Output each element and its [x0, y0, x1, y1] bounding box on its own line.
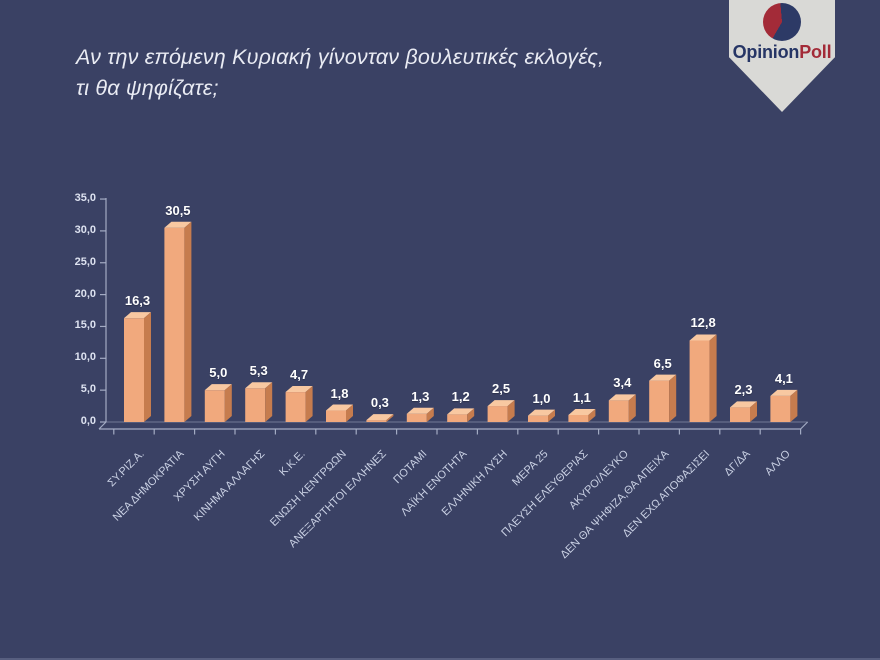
bar-side-face — [750, 401, 757, 422]
brand-opinion: Opinion — [732, 42, 800, 62]
bar-front-face — [406, 413, 427, 422]
bar-value-label: 1,8 — [330, 385, 349, 401]
pie-chart-icon — [763, 3, 801, 41]
bar-value-label: 12,8 — [690, 315, 716, 331]
bar-value-label: 16,3 — [124, 293, 151, 309]
bar-front-face — [689, 340, 710, 422]
bar-front-face — [568, 414, 589, 422]
bar-front-face — [285, 392, 306, 422]
bar-side-face — [467, 408, 475, 422]
bar-value-label: 1,3 — [411, 388, 430, 404]
bar-side-face — [669, 374, 677, 422]
bar-top-face — [770, 389, 798, 396]
y-tick-label: 35,0 — [74, 192, 96, 205]
bar-side-face — [224, 384, 232, 422]
bar-front-face — [326, 410, 346, 422]
y-tick-label: 5,0 — [80, 383, 96, 396]
bar-top-face — [204, 384, 232, 391]
bar-top-face — [568, 408, 596, 415]
bar-side-face — [628, 394, 636, 422]
y-tick-label: 15,0 — [74, 319, 96, 332]
bar-side-face — [548, 409, 555, 422]
bar-front-face — [528, 415, 548, 422]
bar-top-face — [649, 374, 677, 381]
chart-title-line1: Αν την επόμενη Κυριακή γίνονταν βουλευτι… — [76, 45, 605, 69]
bar-value-label: 6,5 — [653, 355, 672, 371]
bar-side-face — [790, 389, 798, 422]
bar-value-label: 5,0 — [209, 365, 228, 381]
bar-top-face — [528, 409, 555, 416]
brand-wordmark: OpinionPoll — [729, 42, 835, 63]
bar-side-face — [346, 404, 353, 422]
bar-side-face — [265, 382, 273, 422]
bar-top-face — [730, 401, 757, 408]
chart-title-line2: τι θα ψηφίζατε; — [76, 76, 219, 100]
bar-front-face — [770, 395, 791, 422]
bar-side-face — [305, 386, 313, 422]
bar-value-label: 2,3 — [734, 382, 753, 398]
bar-top-face — [608, 394, 636, 401]
floor-right-edge — [800, 421, 809, 430]
bar-top-face — [487, 400, 515, 407]
bar-value-label: 4,1 — [774, 370, 793, 386]
bottom-edge-line — [0, 658, 880, 660]
bar-value-label: 3,4 — [613, 375, 632, 391]
bar-front-face — [245, 388, 266, 422]
bar-front-face — [204, 390, 225, 422]
bar-value-label: 0,3 — [370, 395, 389, 411]
bar-value-label: 4,7 — [290, 367, 309, 383]
bar-top-face — [326, 404, 353, 411]
bar-top-face — [366, 414, 394, 421]
bar-value-label: 1,0 — [532, 390, 551, 406]
bar-top-face — [285, 386, 313, 393]
bar-value-label: 30,5 — [165, 202, 191, 218]
bar-front-face — [487, 406, 508, 422]
bar-top-face — [124, 312, 151, 319]
y-tick-label: 30,0 — [74, 223, 96, 236]
y-tick-label: 10,0 — [74, 351, 96, 364]
y-tick-label: 25,0 — [74, 255, 96, 268]
floor-left-edge — [98, 421, 107, 430]
brand-poll: Poll — [799, 42, 832, 62]
bar-side-face — [184, 221, 192, 422]
bar-top-face — [447, 408, 475, 415]
chart-title: Αν την επόμενη Κυριακή γίνονταν βουλευτι… — [76, 42, 696, 104]
bar-value-label: 1,1 — [572, 389, 591, 405]
bar-value-label: 1,2 — [451, 389, 470, 405]
bar-top-face — [245, 382, 273, 389]
bar-side-face — [144, 312, 151, 422]
bar-side-face — [386, 414, 394, 422]
bar-top-face — [164, 221, 192, 228]
bar-side-face — [709, 334, 717, 422]
bar-front-face — [447, 414, 468, 422]
bar-side-face — [588, 408, 596, 422]
bar-front-face — [649, 380, 670, 422]
bar-front-face — [608, 400, 629, 422]
bar-front-face — [124, 318, 144, 422]
y-tick-label: 20,0 — [74, 287, 96, 300]
bar-top-face — [689, 334, 717, 341]
bar-side-face — [507, 400, 515, 422]
bar-value-label: 5,3 — [249, 363, 268, 379]
bar-front-face — [730, 407, 750, 422]
bar-front-face — [164, 227, 185, 422]
bar-top-face — [406, 407, 434, 414]
bar-value-label: 2,5 — [492, 381, 511, 397]
bar-front-face — [366, 420, 387, 422]
bar-side-face — [426, 407, 434, 422]
y-tick-label: 0,0 — [80, 415, 96, 427]
